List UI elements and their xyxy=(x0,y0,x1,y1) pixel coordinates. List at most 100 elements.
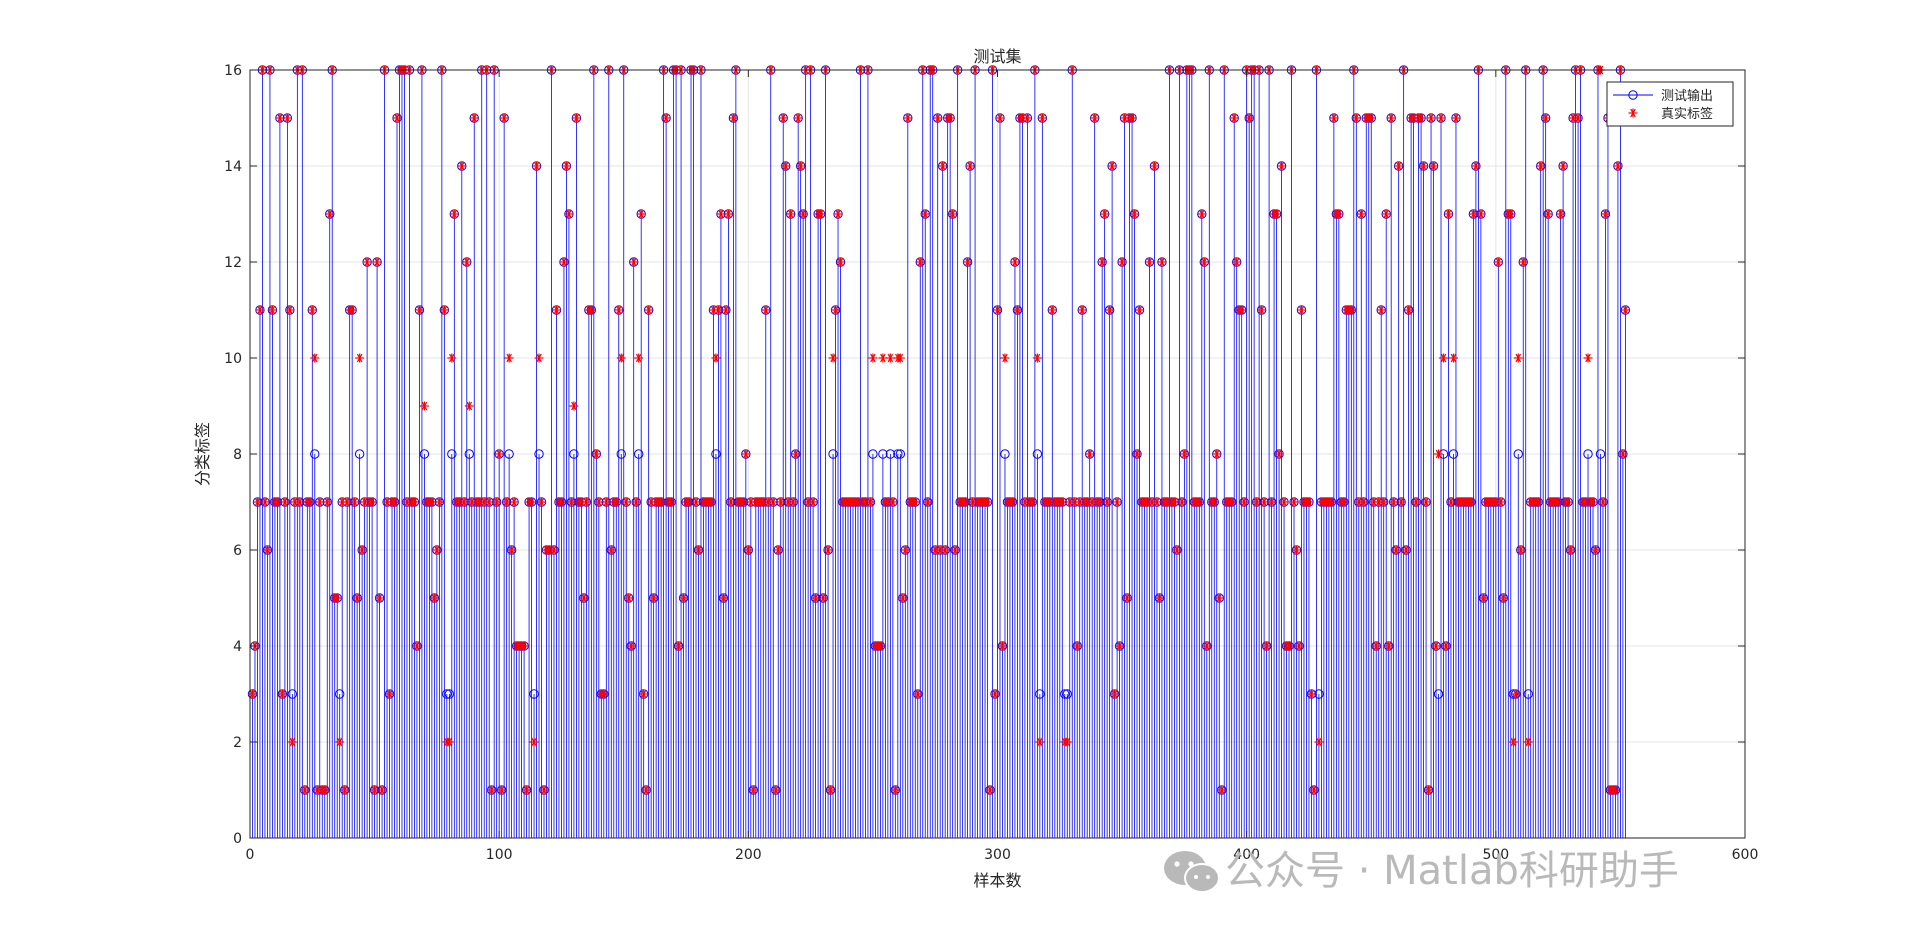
truth-point xyxy=(778,113,788,123)
output-point xyxy=(1035,689,1045,699)
output-point xyxy=(878,449,888,459)
truth-point xyxy=(564,209,574,219)
truth-point xyxy=(537,497,547,507)
truth-point xyxy=(439,305,449,315)
truth-point xyxy=(277,689,287,699)
truth-point xyxy=(409,497,419,507)
truth-point xyxy=(940,545,950,555)
output-point xyxy=(895,449,906,459)
legend: 测试输出 真实标签 xyxy=(1606,81,1734,127)
truth-point xyxy=(350,497,360,507)
truth-point xyxy=(561,161,571,171)
output-point xyxy=(1448,449,1459,459)
truth-point xyxy=(1381,209,1391,219)
legend-label-true-label: 真实标签 xyxy=(1661,106,1713,122)
truth-point xyxy=(641,785,651,795)
truth-point xyxy=(793,113,803,123)
truth-point xyxy=(247,689,257,699)
truth-point xyxy=(828,353,838,363)
truth-point xyxy=(392,113,402,123)
truth-point xyxy=(831,305,841,315)
truth-point xyxy=(569,401,579,411)
truth-point xyxy=(629,257,639,267)
truth-point xyxy=(494,449,504,459)
truth-point xyxy=(352,593,362,603)
truth-point xyxy=(1379,497,1389,507)
stem-series xyxy=(252,70,1626,838)
truth-point xyxy=(262,545,272,555)
truth-point xyxy=(1356,209,1366,219)
output-point xyxy=(335,689,345,699)
output-point xyxy=(1032,449,1043,459)
truth-point xyxy=(1102,497,1112,507)
truth-point xyxy=(621,497,631,507)
truth-point xyxy=(1177,497,1187,507)
truth-point xyxy=(1391,545,1401,555)
x-tick-label: 300 xyxy=(984,847,1011,863)
truth-point xyxy=(796,161,806,171)
output-point xyxy=(634,449,644,459)
truth-point xyxy=(579,593,589,603)
truth-point xyxy=(661,113,671,123)
truth-point xyxy=(758,497,768,507)
truth-point xyxy=(492,497,502,507)
output-point xyxy=(1000,449,1010,459)
truth-point xyxy=(1434,449,1444,459)
truth-point xyxy=(963,257,973,267)
truth-point xyxy=(1541,113,1551,123)
truth-point xyxy=(649,593,659,603)
truth-point xyxy=(945,113,955,123)
output-point xyxy=(419,449,430,459)
truth-point xyxy=(1077,305,1087,315)
truth-point xyxy=(499,113,509,123)
truth-point xyxy=(1421,497,1431,507)
truth-point xyxy=(1022,113,1032,123)
truth-point xyxy=(1600,209,1610,219)
truth-point xyxy=(1620,305,1630,315)
truth-point xyxy=(1292,545,1301,555)
truth-point xyxy=(791,449,801,459)
truth-point xyxy=(457,161,467,171)
truth-point xyxy=(1376,305,1386,315)
truth-point xyxy=(1411,497,1421,507)
output-point xyxy=(529,689,539,699)
output-point xyxy=(885,449,896,459)
truth-point xyxy=(1306,689,1316,699)
output-point xyxy=(444,689,455,699)
truth-point xyxy=(1244,113,1254,123)
truth-point xyxy=(1371,641,1381,651)
truth-point xyxy=(1583,353,1593,363)
truth-point xyxy=(1563,497,1573,507)
legend-star-sample xyxy=(1628,108,1638,118)
truth-point xyxy=(1127,113,1137,123)
truth-point xyxy=(362,257,372,267)
truth-point xyxy=(763,497,773,507)
truth-point xyxy=(990,689,1000,699)
star-markers xyxy=(247,65,1630,795)
truth-point xyxy=(898,593,908,603)
truth-point xyxy=(626,641,636,651)
truth-point xyxy=(1142,497,1152,507)
y-tick-label: 0 xyxy=(233,831,242,847)
truth-point xyxy=(1346,305,1356,315)
output-point xyxy=(1433,689,1444,699)
truth-point xyxy=(1272,209,1282,219)
watermark: 公众号 · Matlab科研助手 xyxy=(1164,848,1679,894)
truth-point xyxy=(1401,545,1411,555)
wechat-eye xyxy=(1188,861,1194,867)
output-point xyxy=(1583,449,1593,459)
truth-point xyxy=(559,257,569,267)
truth-point xyxy=(1162,497,1172,507)
truth-point xyxy=(497,785,507,795)
truth-point xyxy=(325,209,335,219)
truth-point xyxy=(581,497,591,507)
y-tick-label: 14 xyxy=(224,159,242,175)
y-tick-label: 8 xyxy=(233,447,242,463)
wechat-icon xyxy=(1164,851,1220,893)
truth-point xyxy=(367,497,377,507)
truth-point xyxy=(601,497,611,507)
truth-point xyxy=(1047,305,1057,315)
output-point xyxy=(711,449,721,459)
truth-point xyxy=(1115,641,1125,651)
truth-point xyxy=(305,497,315,507)
